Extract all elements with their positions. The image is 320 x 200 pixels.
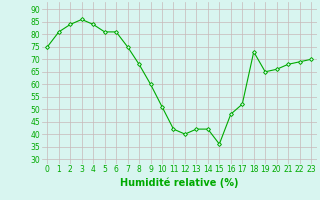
X-axis label: Humidité relative (%): Humidité relative (%) [120, 177, 238, 188]
